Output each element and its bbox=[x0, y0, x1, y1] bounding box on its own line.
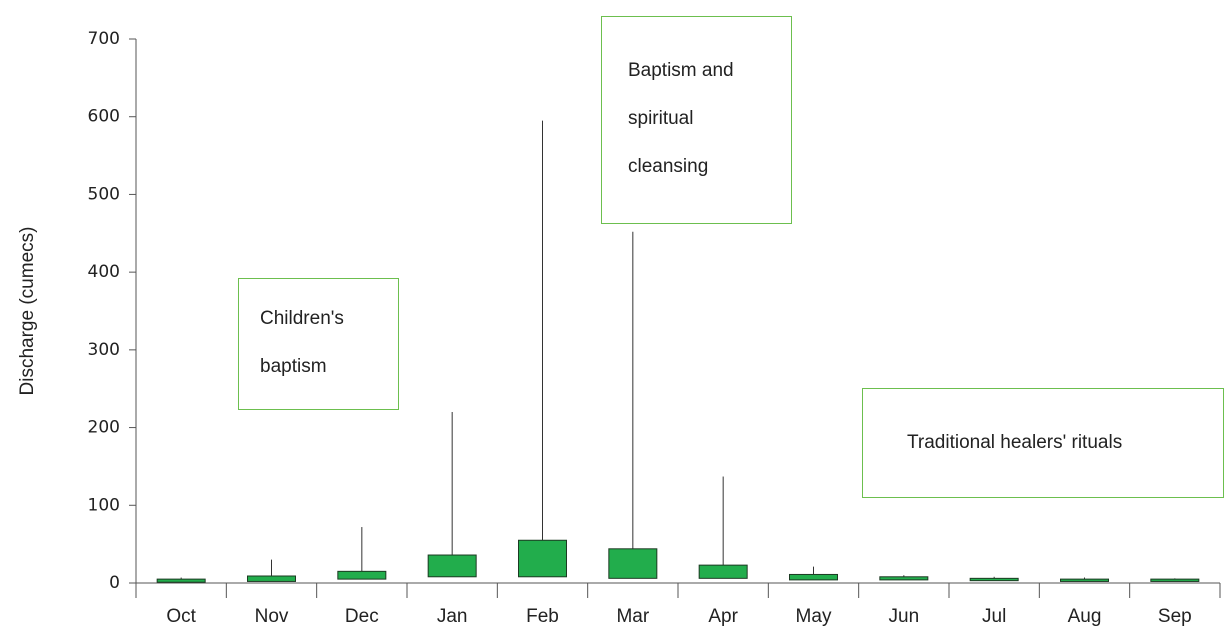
y-tick-label: 200 bbox=[88, 418, 120, 438]
x-tick-label: May bbox=[796, 606, 832, 627]
x-tick-label: Sep bbox=[1158, 606, 1192, 627]
box bbox=[518, 539, 567, 578]
x-tick-label: Jul bbox=[982, 606, 1006, 627]
y-tick-label: 500 bbox=[88, 184, 120, 204]
box bbox=[247, 575, 296, 582]
box bbox=[1060, 578, 1109, 582]
box bbox=[608, 548, 658, 579]
y-tick-label: 100 bbox=[88, 495, 120, 515]
box bbox=[969, 577, 1019, 582]
box bbox=[427, 554, 477, 578]
box bbox=[879, 576, 929, 581]
box bbox=[789, 573, 838, 581]
y-tick-label: 300 bbox=[88, 340, 120, 360]
x-tick-label: Feb bbox=[526, 606, 559, 627]
y-tick-label: 700 bbox=[88, 29, 120, 49]
box bbox=[156, 578, 206, 583]
y-tick-label: 600 bbox=[88, 107, 120, 127]
x-tick-label: Apr bbox=[708, 606, 738, 627]
y-tick-label: 0 bbox=[109, 573, 120, 593]
box bbox=[1150, 578, 1200, 582]
x-tick-label: Oct bbox=[166, 606, 196, 627]
x-tick-label: Jun bbox=[889, 606, 920, 627]
y-tick-label: 400 bbox=[88, 262, 120, 282]
annotation: Baptism and spiritual cleansing bbox=[601, 16, 792, 224]
annotation: Traditional healers' rituals bbox=[862, 388, 1224, 498]
y-axis-label: Discharge (cumecs) bbox=[17, 227, 38, 396]
annotation: Children's baptism bbox=[238, 278, 399, 410]
x-tick-label: Jan bbox=[437, 606, 468, 627]
x-tick-label: Nov bbox=[255, 606, 289, 627]
x-tick-label: Mar bbox=[616, 606, 649, 627]
box bbox=[337, 570, 387, 580]
x-tick-label: Dec bbox=[345, 606, 379, 627]
x-tick-label: Aug bbox=[1068, 606, 1102, 627]
box bbox=[698, 564, 748, 579]
